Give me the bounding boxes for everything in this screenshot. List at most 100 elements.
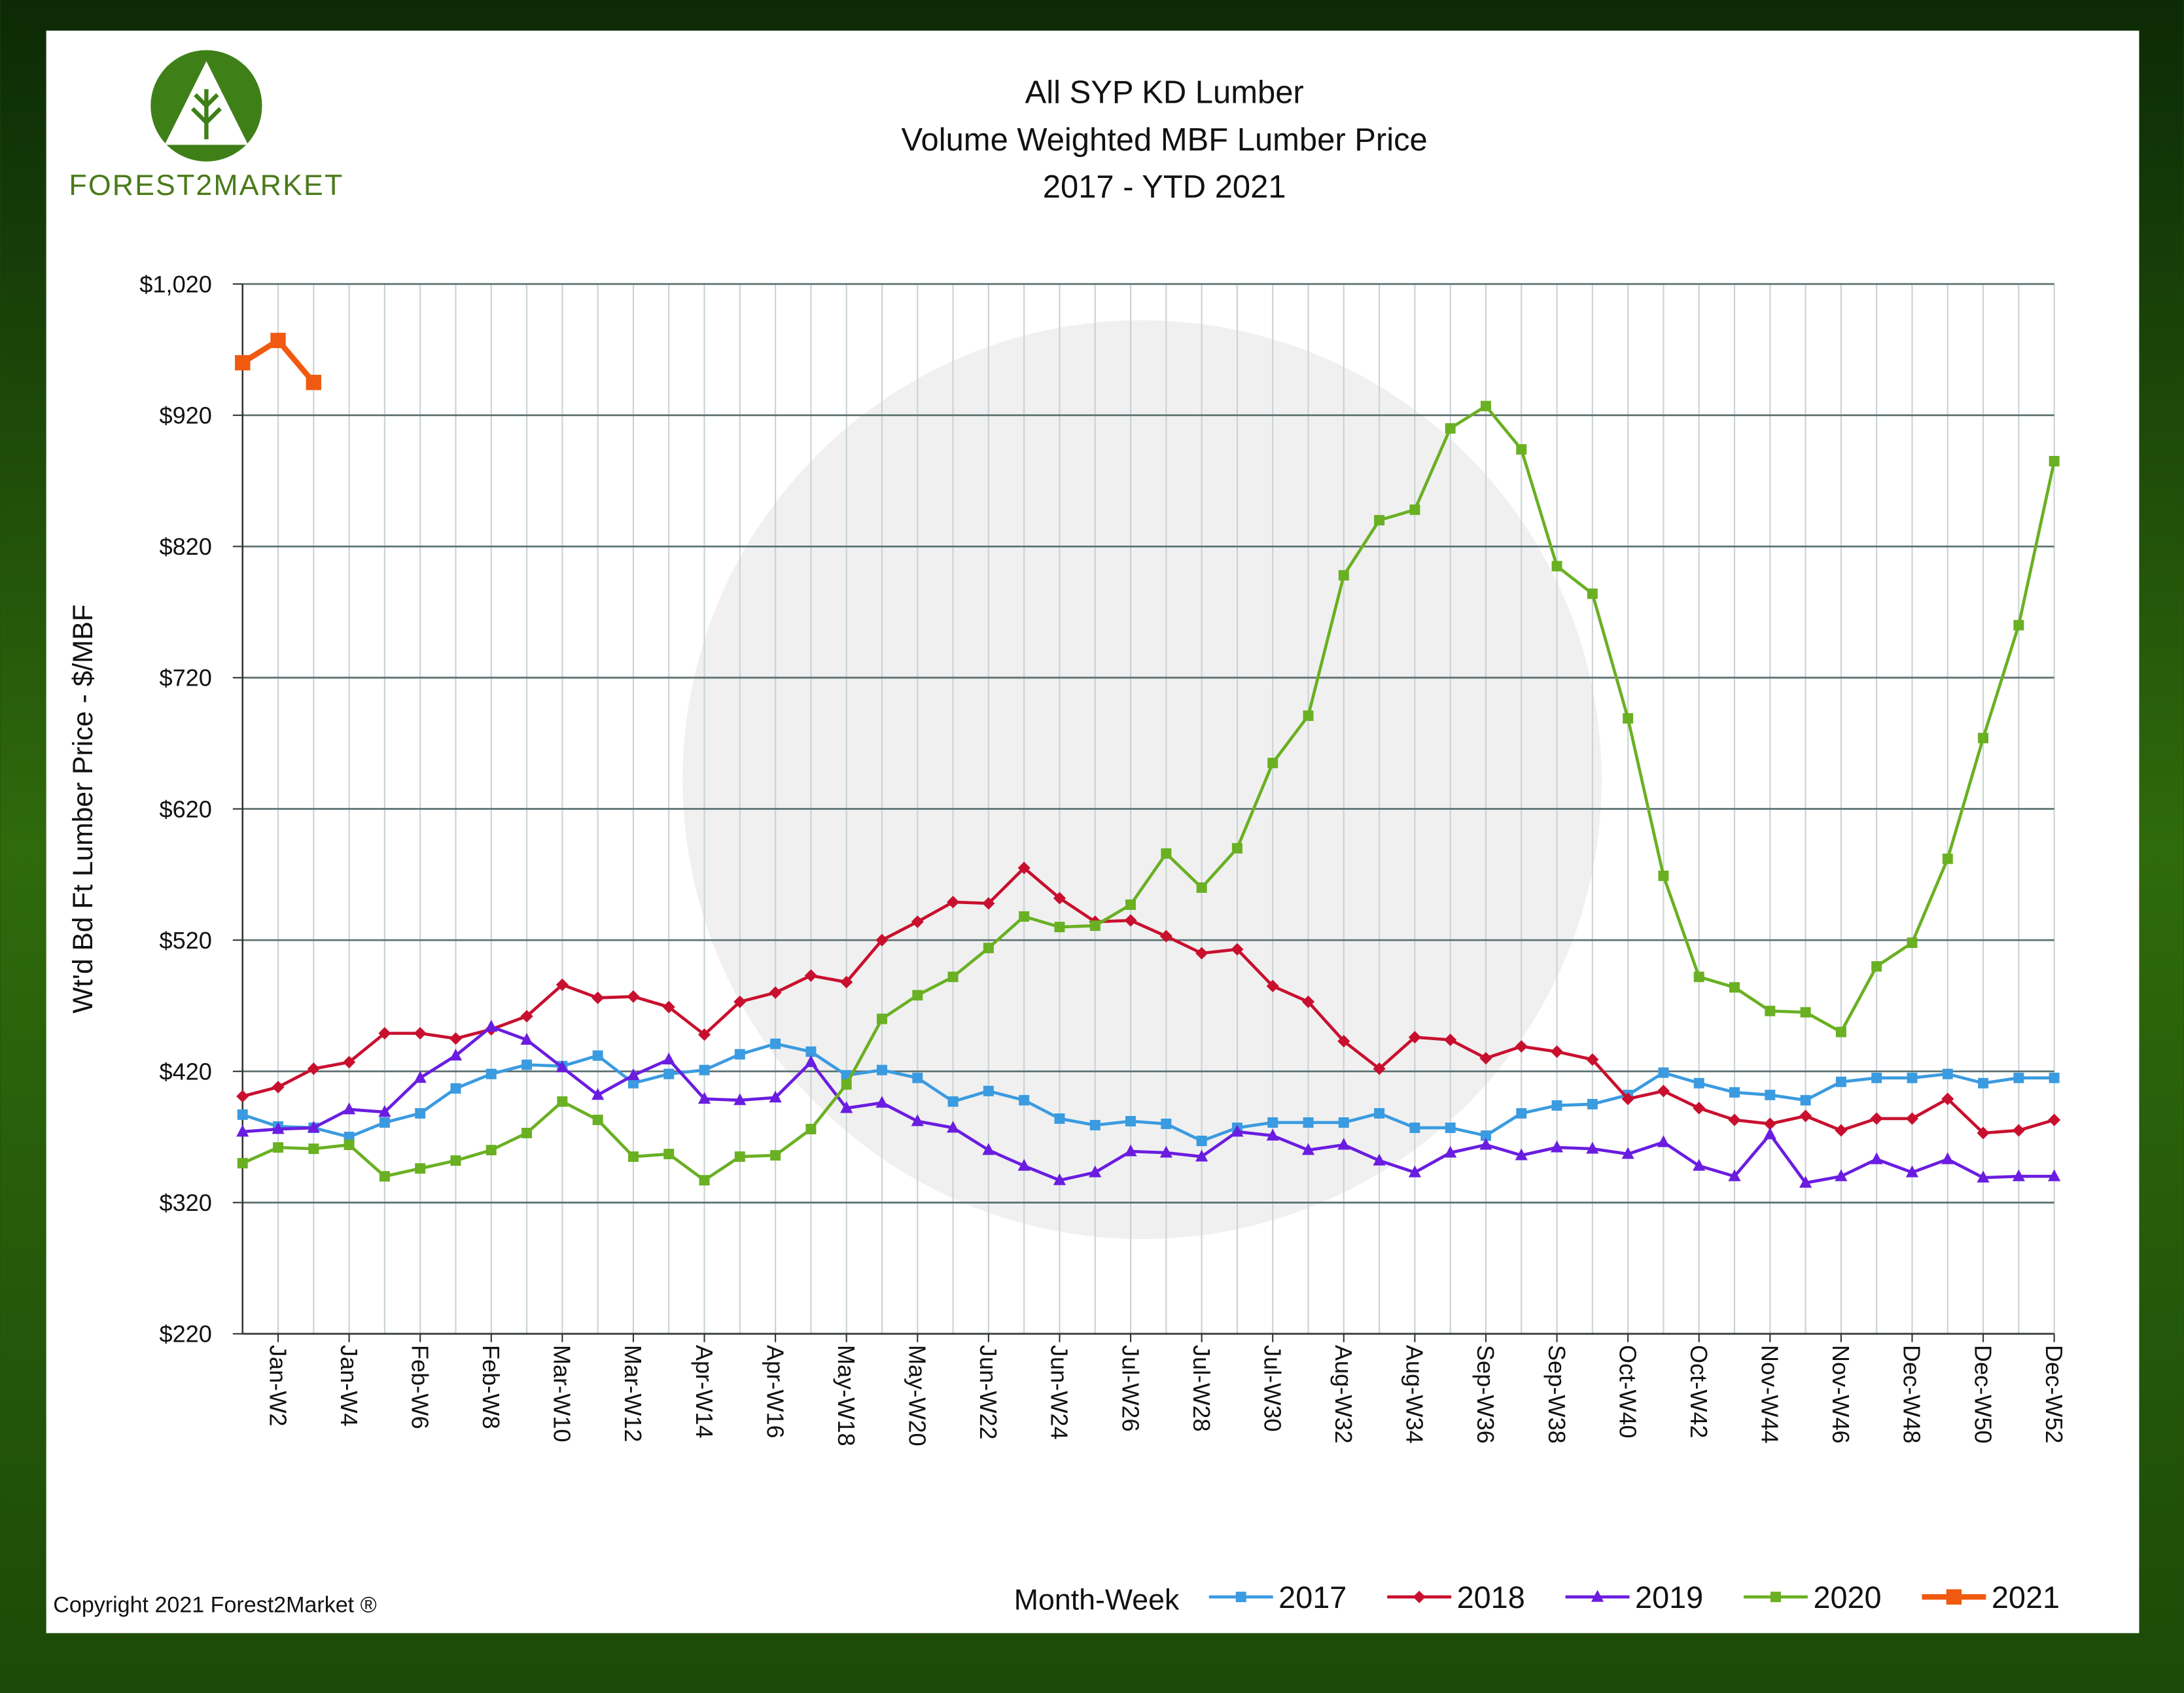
marker bbox=[379, 1117, 390, 1128]
legend-item: 2017 bbox=[1208, 1580, 1347, 1614]
marker bbox=[2013, 620, 2024, 631]
marker bbox=[1942, 853, 1953, 864]
marker bbox=[1658, 870, 1669, 881]
x-tick-label: May-W18 bbox=[833, 1345, 860, 1446]
marker bbox=[1373, 1062, 1386, 1075]
marker bbox=[2048, 1113, 2061, 1126]
marker bbox=[236, 1125, 249, 1137]
marker bbox=[840, 975, 853, 988]
x-tick-label: Sep-W38 bbox=[1543, 1345, 1570, 1444]
marker bbox=[1835, 1076, 1846, 1087]
marker bbox=[1799, 1176, 1812, 1188]
legend-label: 2019 bbox=[1635, 1580, 1703, 1614]
marker bbox=[697, 1092, 711, 1104]
marker bbox=[555, 1060, 569, 1073]
marker bbox=[415, 1108, 426, 1119]
x-tick-label: Sep-W36 bbox=[1472, 1345, 1499, 1444]
marker bbox=[1942, 1068, 1953, 1079]
marker bbox=[591, 1088, 605, 1100]
marker bbox=[769, 1091, 782, 1103]
marker bbox=[1905, 1112, 1919, 1125]
marker bbox=[627, 1077, 639, 1089]
marker bbox=[1479, 1138, 1492, 1150]
x-tick-label: Jul-W30 bbox=[1259, 1345, 1286, 1432]
marker bbox=[1870, 1152, 1883, 1164]
marker bbox=[1089, 1119, 1101, 1130]
marker bbox=[1196, 1136, 1207, 1147]
marker bbox=[1905, 1165, 1919, 1178]
marker bbox=[1337, 1035, 1350, 1048]
marker bbox=[911, 915, 924, 928]
marker bbox=[699, 1064, 710, 1075]
marker bbox=[1053, 1173, 1066, 1185]
legend-item: 2021 bbox=[1922, 1580, 2060, 1614]
marker bbox=[1125, 1115, 1136, 1126]
marker bbox=[521, 1059, 533, 1070]
x-tick-label: Feb-W8 bbox=[478, 1345, 504, 1429]
x-tick-label: Oct-W40 bbox=[1614, 1345, 1641, 1439]
marker bbox=[1053, 892, 1066, 905]
marker bbox=[1835, 1026, 1846, 1038]
marker bbox=[521, 1128, 533, 1138]
legend-label: 2020 bbox=[1813, 1580, 1881, 1614]
x-tick-label: Dec-W50 bbox=[1969, 1345, 1996, 1444]
marker bbox=[2013, 1072, 2024, 1083]
marker bbox=[1587, 1098, 1598, 1109]
marker bbox=[485, 1145, 497, 1156]
marker bbox=[1907, 1072, 1918, 1083]
marker bbox=[307, 1121, 320, 1133]
marker bbox=[1693, 1077, 1704, 1089]
legend-item: 2020 bbox=[1744, 1580, 1882, 1614]
marker bbox=[1799, 1109, 1812, 1123]
marker bbox=[662, 1000, 675, 1014]
marker bbox=[1445, 423, 1456, 434]
marker bbox=[343, 1056, 356, 1069]
marker bbox=[237, 1109, 248, 1120]
marker bbox=[2048, 1169, 2061, 1181]
marker bbox=[1374, 515, 1385, 526]
x-tick-label: Jan-W2 bbox=[264, 1345, 291, 1427]
marker bbox=[1409, 504, 1420, 515]
marker bbox=[1054, 1113, 1065, 1124]
x-tick-label: Nov-W44 bbox=[1757, 1345, 1784, 1444]
marker bbox=[235, 355, 251, 371]
marker bbox=[1267, 1117, 1278, 1128]
watermark bbox=[682, 320, 1602, 1240]
marker bbox=[1586, 1142, 1599, 1154]
chart-title: 2017 - YTD 2021 bbox=[1043, 169, 1286, 205]
marker bbox=[734, 1049, 745, 1060]
marker bbox=[592, 1050, 603, 1061]
marker bbox=[1374, 1108, 1385, 1119]
marker bbox=[1054, 922, 1065, 933]
marker bbox=[414, 1071, 427, 1083]
marker bbox=[450, 1155, 461, 1166]
marker bbox=[1763, 1117, 1776, 1130]
marker bbox=[947, 1121, 960, 1133]
x-tick-label: Nov-W46 bbox=[1827, 1345, 1854, 1444]
marker bbox=[804, 1055, 817, 1068]
marker bbox=[2049, 455, 2060, 466]
marker bbox=[1089, 920, 1101, 932]
marker bbox=[627, 1151, 639, 1162]
marker bbox=[840, 1101, 853, 1113]
marker bbox=[1266, 1128, 1279, 1141]
x-tick-label: Jun-W24 bbox=[1046, 1345, 1073, 1440]
series-line bbox=[242, 866, 2055, 1135]
marker bbox=[983, 1085, 994, 1096]
series-line bbox=[242, 1042, 2054, 1143]
marker bbox=[699, 1175, 710, 1186]
marker bbox=[1480, 400, 1491, 411]
marker bbox=[912, 1072, 923, 1083]
marker bbox=[306, 374, 322, 391]
marker bbox=[877, 1064, 887, 1075]
y-tick-label: $1,020 bbox=[139, 271, 212, 298]
marker bbox=[1301, 995, 1315, 1008]
legend-item: 2019 bbox=[1565, 1580, 1703, 1614]
marker bbox=[1729, 1087, 1740, 1098]
marker bbox=[343, 1140, 355, 1151]
marker bbox=[1444, 1145, 1457, 1158]
marker bbox=[237, 1158, 248, 1169]
marker bbox=[1017, 862, 1030, 875]
logo-text: FOREST2MARKET bbox=[69, 169, 343, 201]
